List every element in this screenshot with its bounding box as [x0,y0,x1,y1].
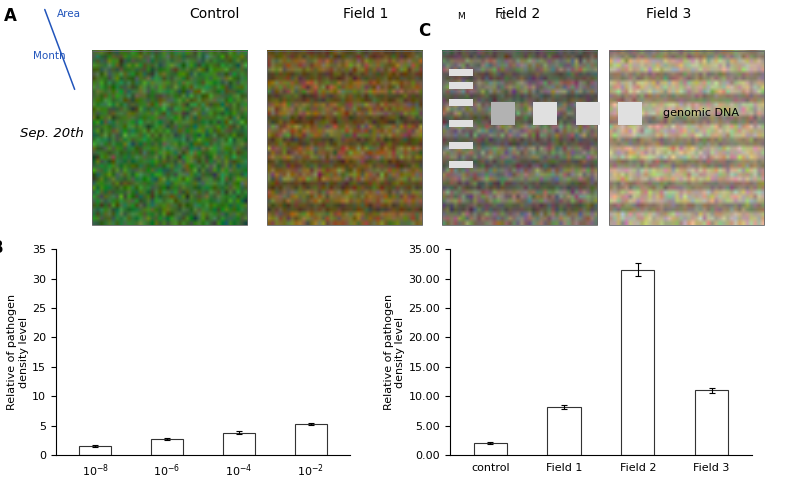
Text: Control: Control [189,7,240,21]
Bar [609,51,764,225]
Bar [267,51,422,225]
Text: Area: Area [57,9,81,19]
Bar [448,82,473,89]
Bar [618,102,642,125]
Bar [548,407,581,455]
Text: Field 2: Field 2 [495,7,540,21]
Bar [448,142,473,149]
Text: A: A [4,7,17,25]
Bar [295,424,327,455]
Bar [621,270,654,455]
Bar [442,51,597,225]
Text: B: B [0,239,3,257]
Text: Month: Month [33,51,66,60]
Bar [151,439,183,455]
Bar [576,102,599,125]
Text: Sep. 20th: Sep. 20th [20,127,84,140]
Bar [92,51,247,225]
Text: M: M [457,12,464,21]
Bar [223,433,255,455]
Bar [533,102,557,125]
Bar [491,102,515,125]
Y-axis label: Relative of pathogen
density level: Relative of pathogen density level [7,294,29,410]
Bar [79,446,111,455]
Bar [448,120,473,127]
Bar [448,99,473,106]
Bar [474,443,507,455]
Text: genomic DNA: genomic DNA [663,108,739,117]
Bar [448,69,473,76]
Text: C: C [418,22,430,40]
Text: Field 3: Field 3 [646,7,691,21]
Bar [448,161,473,168]
Bar [695,390,728,455]
Y-axis label: Relative of pathogen
density level: Relative of pathogen density level [384,294,405,410]
Text: C: C [500,12,506,21]
Text: Field 1: Field 1 [343,7,389,21]
